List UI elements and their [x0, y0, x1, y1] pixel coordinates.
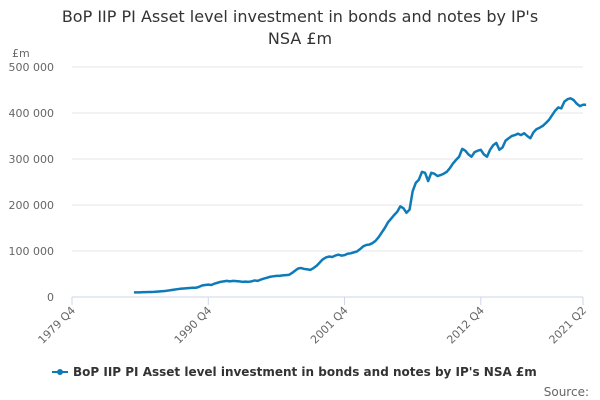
y-axis-label: £m: [12, 47, 30, 60]
y-tick-label: 400 000: [9, 107, 55, 120]
chart-title: BoP IIP PI Asset level investment in bon…: [62, 7, 538, 26]
legend-label: BoP IIP PI Asset level investment in bon…: [73, 365, 537, 379]
x-tick-label: 1990 Q4: [172, 304, 215, 347]
x-tick-label: 2021 Q2: [547, 304, 590, 347]
y-tick-label: 0: [47, 291, 54, 304]
y-tick-label: 100 000: [9, 245, 55, 258]
y-tick-label: 300 000: [9, 153, 55, 166]
x-tick-label: 2001 Q4: [308, 304, 351, 347]
legend-marker: [57, 369, 63, 375]
x-tick-label: 1979 Q4: [36, 304, 79, 347]
y-tick-label: 200 000: [9, 199, 55, 212]
source: Source:: [544, 385, 589, 399]
data-line: [133, 97, 587, 294]
chart-title: NSA £m: [268, 29, 332, 48]
x-tick-label: 2012 Q4: [444, 304, 487, 347]
y-tick-label: 500 000: [9, 61, 55, 74]
